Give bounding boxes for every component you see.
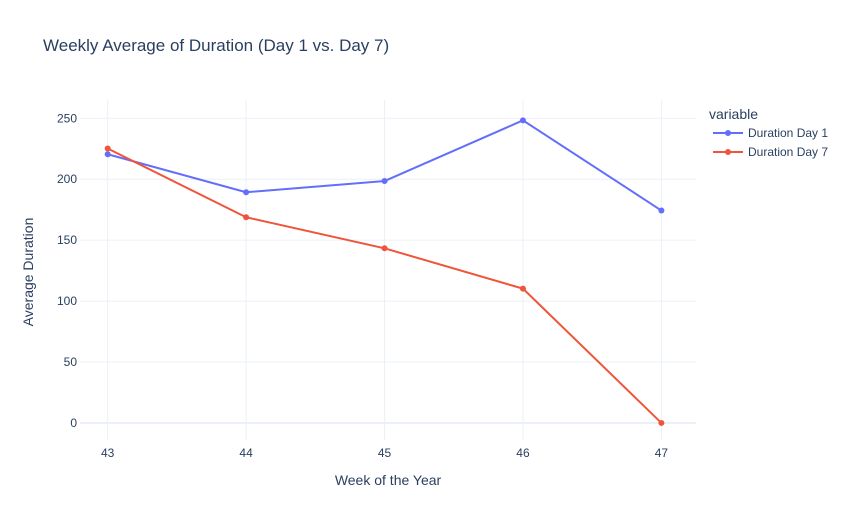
x-tick-label: 46 [516, 446, 530, 460]
legend[interactable]: variable Duration Day 1 Duration Day 7 [709, 106, 828, 159]
chart-title: Weekly Average of Duration (Day 1 vs. Da… [43, 36, 389, 55]
x-axis-title: Week of the Year [335, 472, 442, 488]
y-tick-label: 150 [57, 233, 77, 247]
data-point-day-7[interactable] [243, 214, 250, 221]
x-tick-label: 43 [101, 446, 115, 460]
data-point-day-7[interactable] [381, 245, 388, 252]
y-tick-label: 100 [57, 294, 77, 308]
data-point-day-7[interactable] [104, 145, 111, 152]
axis-layer: 43 44 45 46 47 0 50 100 150 200 250 [57, 111, 668, 460]
y-tick-label: 50 [64, 355, 78, 369]
data-point-day-1[interactable] [243, 189, 250, 196]
legend-marker-day-7 [725, 149, 731, 155]
y-tick-label: 250 [57, 111, 77, 125]
series-layer [104, 117, 665, 426]
legend-label-day-7: Duration Day 7 [748, 145, 828, 159]
legend-marker-day-1 [725, 130, 731, 136]
legend-title: variable [709, 106, 758, 122]
y-axis-title: Average Duration [20, 218, 36, 327]
legend-item-duration-day-1[interactable]: Duration Day 1 [713, 126, 828, 140]
data-point-day-1[interactable] [658, 207, 665, 214]
data-point-day-1[interactable] [104, 151, 111, 158]
x-tick-label: 45 [378, 446, 392, 460]
y-tick-label: 0 [70, 416, 77, 430]
data-point-day-1[interactable] [519, 117, 526, 124]
data-point-day-1[interactable] [381, 178, 388, 185]
legend-label-day-1: Duration Day 1 [748, 126, 828, 140]
x-tick-label: 44 [239, 446, 253, 460]
y-tick-label: 200 [57, 172, 77, 186]
grid-layer [80, 100, 696, 440]
legend-item-duration-day-7[interactable]: Duration Day 7 [713, 145, 828, 159]
x-tick-label: 47 [655, 446, 669, 460]
data-point-day-7[interactable] [658, 419, 665, 426]
data-point-day-7[interactable] [519, 285, 526, 292]
